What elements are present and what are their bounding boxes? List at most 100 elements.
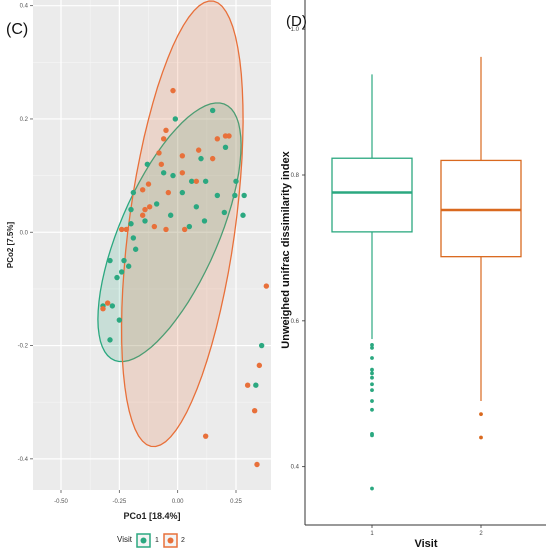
point-visit-1 (121, 257, 127, 264)
outlier-point-visit-1 (370, 371, 374, 376)
point-visit-2 (195, 147, 202, 153)
point-visit-2 (104, 300, 111, 306)
point-visit-1 (109, 303, 116, 309)
boxplot-boxes (331, 56, 522, 491)
x-tick-label: -0.50 (54, 499, 68, 505)
confidence-ellipse-visit-1 (97, 102, 242, 363)
point-visit-2 (123, 226, 130, 233)
point-visit-1 (144, 161, 151, 167)
x-tick-label: 1 (370, 531, 374, 537)
point-visit-1 (188, 178, 195, 184)
point-visit-1 (221, 209, 228, 216)
panel-c-label: (C) (6, 21, 28, 38)
point-visit-1 (232, 192, 238, 199)
point-visit-1 (202, 178, 209, 184)
point-visit-1 (142, 218, 148, 224)
point-visit-2 (142, 206, 148, 213)
y-tick-label: 0.4 (20, 4, 29, 10)
point-visit-1 (114, 274, 120, 281)
point-visit-2 (209, 155, 216, 162)
outlier-point-visit-1 (370, 342, 374, 347)
x-tick-label: 0.25 (230, 499, 242, 505)
point-visit-1 (172, 116, 179, 122)
point-visit-1 (233, 178, 239, 184)
point-visit-1 (186, 223, 193, 230)
boxplot-x-axis-label: Visit (414, 538, 437, 550)
point-visit-2 (156, 150, 162, 156)
point-visit-2 (263, 283, 270, 289)
point-visit-2 (118, 226, 125, 233)
point-visit-1 (241, 192, 247, 199)
point-visit-2 (158, 161, 165, 167)
y-tick-label: -0.4 (18, 457, 29, 463)
x-tick-label: 0.00 (172, 499, 184, 505)
point-visit-2 (179, 153, 186, 159)
point-visit-1 (130, 235, 137, 241)
x-tick-label: -0.25 (112, 499, 126, 505)
point-visit-2 (163, 226, 169, 233)
point-visit-2 (254, 461, 260, 468)
point-visit-1 (201, 218, 208, 224)
point-visit-1 (170, 172, 176, 179)
box-visit-2 (440, 159, 522, 258)
point-visit-1 (222, 144, 229, 150)
point-visit-2 (165, 189, 172, 196)
pcoa-y-axis-label: PCo2 [7.5%] (6, 222, 15, 269)
pcoa-x-axis-label: PCo1 [18.4%] (123, 511, 180, 521)
y-tick-label: 0.4 (291, 465, 300, 471)
pcoa-x-ticks: -0.50 -0.25 0.00 0.25 (54, 490, 242, 505)
boxplot-y-axis-label: Unweighed unifrac dissimilarity index (280, 150, 292, 348)
point-visit-2 (139, 212, 146, 218)
point-visit-1 (130, 189, 137, 196)
point-visit-1 (167, 212, 174, 218)
point-visit-2 (139, 187, 146, 193)
point-visit-1 (128, 206, 134, 213)
legend-label-visit-1: 1 (155, 537, 159, 544)
point-visit-1 (153, 201, 160, 207)
point-visit-1 (107, 257, 113, 264)
box-visit-1 (331, 157, 413, 233)
point-visit-2 (251, 407, 258, 414)
x-tick-label: 2 (479, 531, 483, 537)
point-visit-1 (116, 317, 123, 323)
outlier-point-visit-1 (370, 382, 374, 387)
legend-marker-visit-2 (167, 537, 174, 544)
pcoa-panel: -0.50 -0.25 0.00 0.25 -0.4 -0.2 0.0 0.2 0.4 (C)… (6, 0, 271, 548)
outlier-point-visit-1 (370, 433, 374, 438)
legend-title: Visit (117, 535, 133, 544)
pcoa-gridlines (33, 0, 271, 490)
point-visit-2 (170, 87, 176, 94)
pcoa-legend: Visit 1 2 (117, 533, 185, 548)
y-tick-label: 1.0 (291, 27, 300, 33)
outlier-point-visit-1 (370, 367, 374, 372)
y-tick-label: 0.0 (20, 230, 29, 236)
legend-label-visit-2: 2 (181, 537, 185, 544)
point-visit-1 (193, 204, 200, 210)
outlier-point-visit-1 (370, 486, 374, 491)
point-visit-1 (209, 107, 216, 114)
point-visit-2 (181, 226, 188, 233)
y-tick-label: -0.2 (18, 344, 29, 350)
point-visit-2 (100, 306, 106, 312)
legend-marker-visit-1 (140, 537, 147, 544)
point-visit-2 (222, 133, 229, 139)
outlier-point-visit-1 (370, 399, 374, 403)
outlier-point-visit-2 (479, 412, 483, 417)
point-visit-1 (125, 263, 132, 269)
point-visit-1 (258, 342, 265, 349)
point-visit-1 (118, 269, 125, 275)
point-visit-1 (179, 189, 186, 196)
pcoa-plot-background (33, 0, 271, 490)
point-visit-2 (145, 181, 152, 187)
point-visit-2 (151, 223, 158, 230)
y-tick-label: 0.6 (291, 319, 300, 325)
outlier-point-visit-2 (479, 435, 483, 440)
y-tick-label: 0.8 (291, 173, 300, 179)
outlier-point-visit-1 (370, 407, 374, 412)
point-visit-1 (107, 337, 113, 343)
point-visit-1 (128, 221, 134, 227)
point-visit-2 (160, 136, 167, 142)
